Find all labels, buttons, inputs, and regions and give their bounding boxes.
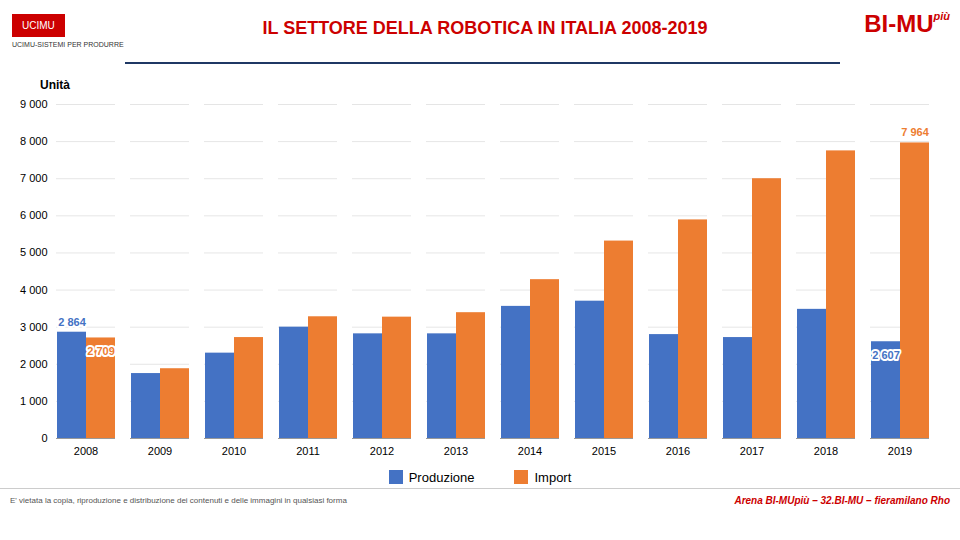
svg-text:0: 0 <box>41 432 47 444</box>
svg-text:2 709: 2 709 <box>87 345 115 357</box>
html-text:Arena BI-MUpiù – 32.BI-MU – fi: Arena BI-MUpiù – 32.BI-MU – fieramilano … <box>734 495 950 506</box>
html-text:più: più <box>933 10 950 22</box>
svg-text:9 000: 9 000 <box>20 98 48 110</box>
svg-text:3 000: 3 000 <box>20 321 48 333</box>
html-text:UCIMU-SISTEMI PER PRODURRE: UCIMU-SISTEMI PER PRODURRE <box>12 41 124 48</box>
svg-text:2018: 2018 <box>814 445 838 457</box>
html-text:BI-MU: BI-MU <box>864 10 934 37</box>
html-text:Import: Import <box>534 469 572 485</box>
svg-text:2016: 2016 <box>666 445 690 457</box>
svg-text:2 607: 2 607 <box>872 349 900 361</box>
svg-text:6 000: 6 000 <box>20 209 48 221</box>
svg-text:2 000: 2 000 <box>20 358 48 370</box>
html-text:UCIMU: UCIMU <box>22 20 55 31</box>
svg-text:2008: 2008 <box>74 445 98 457</box>
svg-text:2 864: 2 864 <box>58 316 86 328</box>
html-text:E' vietata la copia, riproduzi: E' vietata la copia, riproduzione e dist… <box>10 496 347 505</box>
svg-text:2017: 2017 <box>740 445 764 457</box>
svg-text:2019: 2019 <box>888 445 912 457</box>
svg-text:5 000: 5 000 <box>20 246 48 258</box>
html-text:Unità: Unità <box>40 78 70 92</box>
svg-text:2015: 2015 <box>592 445 616 457</box>
svg-text:2014: 2014 <box>518 445 542 457</box>
svg-text:1 000: 1 000 <box>20 395 48 407</box>
svg-text:8 000: 8 000 <box>20 135 48 147</box>
html-text:Produzione: Produzione <box>408 469 475 485</box>
html-text:IL SETTORE DELLA ROBOTICA IN I: IL SETTORE DELLA ROBOTICA IN ITALIA 2008… <box>262 18 708 38</box>
svg-text:7 964: 7 964 <box>901 126 929 138</box>
svg-text:2009: 2009 <box>148 445 172 457</box>
svg-text:2013: 2013 <box>444 445 468 457</box>
svg-text:2012: 2012 <box>370 445 394 457</box>
svg-text:4 000: 4 000 <box>20 284 48 296</box>
svg-text:7 000: 7 000 <box>20 172 48 184</box>
svg-text:2010: 2010 <box>222 445 246 457</box>
svg-text:2011: 2011 <box>296 445 320 457</box>
